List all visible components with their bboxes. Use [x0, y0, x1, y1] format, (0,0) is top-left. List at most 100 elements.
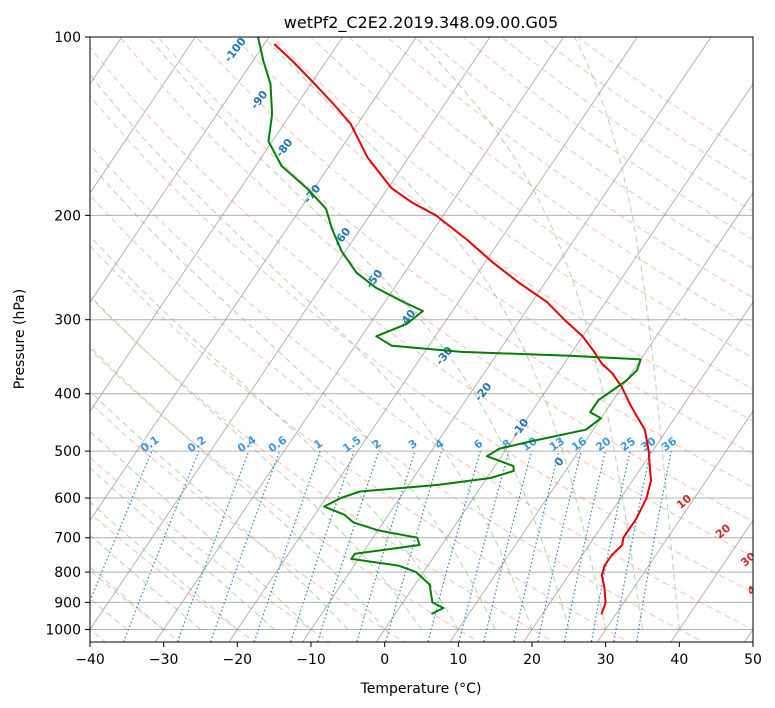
dry-adiabat-line	[90, 194, 705, 642]
x-tick-label: 50	[744, 652, 762, 668]
isotherm-line	[90, 37, 344, 412]
x-tick-label: 30	[597, 652, 615, 668]
mixing-ratio-label: 8	[500, 437, 514, 452]
isotherm-line	[596, 410, 753, 642]
moist-adiabat-line	[90, 566, 165, 630]
mixing-ratio-label: 4	[433, 437, 447, 452]
dry-adiabat-line	[90, 456, 331, 642]
moist-adiabat-line	[90, 346, 386, 630]
mixing-ratio-line	[513, 450, 560, 642]
mixing-ratio-label: 6	[472, 437, 486, 452]
mixing-ratio-label: 0.4	[235, 433, 259, 455]
moist-adiabat-line	[414, 37, 643, 630]
x-tick-label: 10	[449, 652, 467, 668]
moist-adiabat-line	[90, 534, 201, 630]
mixing-ratio-label: 3	[406, 437, 420, 452]
mixing-ratio-line	[356, 450, 416, 642]
mixing-ratio-label: 0.6	[266, 433, 290, 455]
y-tick-label: 200	[54, 208, 81, 224]
dry-adiabat-line	[90, 402, 406, 642]
mixing-ratio-line	[122, 450, 200, 642]
mixing-ratio-line	[613, 450, 652, 642]
background-line-labels: 0.1 0.2 0.4 0.6 1 1.5 2 3 4 6 8 10 13 16 20 25 30 3610203…	[138, 37, 765, 598]
dry-adiabat-line	[157, 37, 753, 488]
x-axis-label: Temperature (°C)	[360, 681, 482, 697]
mixing-ratio-label: 0.1	[138, 433, 161, 455]
moist-adiabat-line	[573, 37, 680, 630]
x-axis: −40 −30 −20 −10 0 10 20 30 40 50	[75, 642, 762, 668]
isotherm-line	[154, 37, 565, 642]
dry-adiabat-label: 30	[738, 549, 758, 569]
chart-title: wetPf2_C2E2.2019.348.09.00.G05	[284, 13, 558, 33]
y-tick-label: 600	[54, 491, 81, 507]
dry-adiabat-line	[386, 37, 753, 299]
y-tick-label: 900	[54, 595, 81, 611]
isotherm-line	[228, 37, 638, 642]
y-axis: 100 200 300 400 500 600 700 800 900 1000	[45, 30, 90, 639]
dry-adiabat-line	[234, 37, 753, 422]
x-tick-label: −30	[149, 652, 179, 668]
isotherm-line	[302, 37, 712, 642]
mixing-ratio-line	[290, 450, 355, 642]
dry-adiabat-line	[310, 37, 753, 359]
moist-adiabat-line	[90, 467, 275, 630]
moist-adiabat-line	[263, 37, 607, 630]
dry-adiabat-line	[348, 37, 753, 329]
isotherm-line	[523, 301, 753, 642]
x-tick-label: 40	[670, 652, 688, 668]
mixing-ratio-label: 0.2	[185, 433, 208, 455]
dry-adiabat-line	[90, 512, 256, 642]
moist-adiabat-line	[90, 74, 533, 630]
moist-adiabat-line	[90, 163, 496, 630]
mixing-ratio-line	[253, 450, 321, 642]
isotherm-line	[90, 37, 417, 522]
mixing-ratio-line	[590, 450, 631, 642]
mixing-ratio-label: 1.5	[340, 433, 363, 455]
isotherm-line	[449, 192, 753, 642]
y-tick-label: 1000	[45, 623, 81, 639]
x-tick-label: 20	[523, 652, 541, 668]
y-tick-label: 500	[54, 444, 81, 460]
dry-adiabat-line	[90, 296, 555, 642]
mixing-ratio-line	[458, 450, 510, 642]
moist-adiabat-line	[90, 430, 312, 630]
moist-adiabat-line	[147, 37, 570, 630]
dry-adiabat-line	[119, 37, 753, 523]
isotherm-line	[90, 37, 196, 194]
moist-adiabat-line	[90, 501, 238, 630]
isotherm-line	[375, 83, 753, 642]
y-tick-label: 700	[54, 531, 81, 547]
temperature-line	[273, 43, 653, 615]
y-tick-label: 100	[54, 30, 81, 46]
dewpoint-line	[257, 37, 642, 615]
mixing-ratio-line	[563, 450, 606, 642]
y-tick-label: 400	[54, 387, 81, 403]
y-tick-label: 300	[54, 313, 81, 329]
mixing-ratio-line	[483, 450, 533, 642]
dry-adiabat-label: 40	[745, 578, 765, 598]
profile-lines	[257, 37, 653, 615]
x-tick-label: 0	[380, 652, 389, 668]
dry-adiabat-label: 10	[674, 492, 694, 512]
mixing-ratio-line	[427, 450, 481, 642]
mixing-ratio-line	[385, 450, 443, 642]
moist-adiabat-label: -90	[248, 88, 271, 112]
dry-adiabat-line	[90, 95, 753, 594]
y-tick-label: 800	[54, 565, 81, 581]
mixing-ratio-line	[209, 450, 281, 642]
y-axis-label: Pressure (hPa)	[12, 289, 28, 389]
dry-adiabat-line	[272, 37, 753, 390]
moist-adiabat-line	[90, 390, 349, 630]
dry-adiabat-line	[90, 348, 480, 642]
dry-adiabat-line	[90, 569, 182, 642]
mixing-ratio-line	[90, 450, 153, 603]
dry-adiabat-line	[90, 144, 753, 631]
isotherm-line	[670, 519, 753, 642]
mixing-ratio-label: 2	[370, 437, 384, 452]
moist-adiabat-label: 0	[552, 455, 567, 469]
mixing-ratio-line	[317, 450, 380, 642]
mixing-ratio-line	[636, 450, 672, 642]
dry-adiabat-line	[501, 37, 753, 212]
dry-adiabat-line	[90, 46, 753, 558]
